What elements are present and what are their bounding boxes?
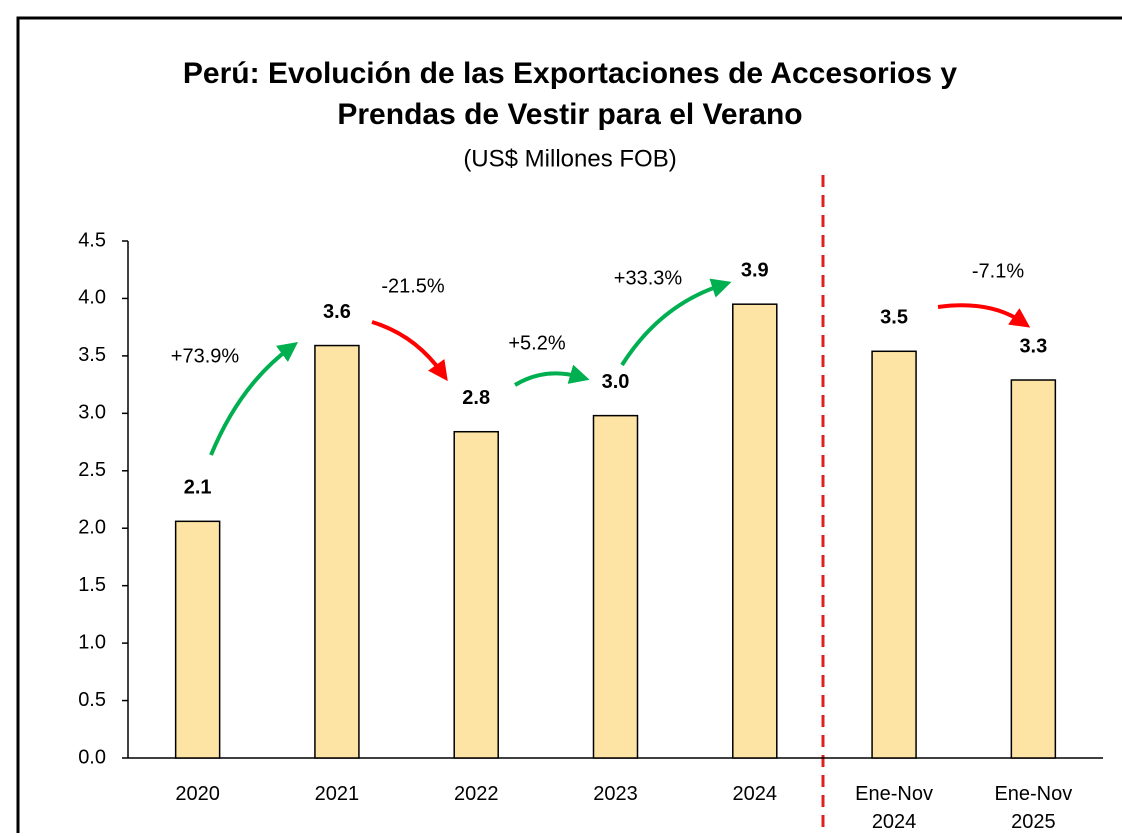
growth-arrow xyxy=(513,364,590,387)
y-tick-label: 1.5 xyxy=(78,574,106,596)
x-tick-label: Ene-Nov 2024 xyxy=(855,783,933,833)
x-tick-label: 2024 xyxy=(732,783,778,805)
y-tick-label: 0.5 xyxy=(78,689,106,711)
chart-subtitle: (US$ Millones FOB) xyxy=(463,145,676,172)
bar xyxy=(1010,379,1057,759)
growth-label: -21.5% xyxy=(381,275,445,297)
growth-label: +33.3% xyxy=(614,267,683,289)
growth-arrow xyxy=(371,320,448,382)
frame xyxy=(16,16,1122,833)
growth-arrow xyxy=(209,342,299,456)
value-label: 3.0 xyxy=(602,371,630,393)
y-tick-label: 0.0 xyxy=(78,746,106,768)
bar xyxy=(174,520,221,759)
chart-title: Prendas de Vestir para el Verano xyxy=(337,98,802,131)
y-tick-label: 2.5 xyxy=(78,459,106,481)
y-tick-label: 4.5 xyxy=(78,229,106,251)
x-tick-label: 2022 xyxy=(453,783,499,805)
growth-arrow xyxy=(937,303,1031,328)
value-label: 3.3 xyxy=(1019,335,1047,357)
value-label: 3.9 xyxy=(741,259,769,281)
x-tick-label: 2021 xyxy=(314,783,360,805)
chart-title: Perú: Evolución de las Exportaciones de … xyxy=(183,57,957,90)
value-label: 2.8 xyxy=(462,387,490,409)
bar xyxy=(314,344,360,759)
bar xyxy=(453,430,499,759)
y-tick-label: 2.0 xyxy=(78,517,106,539)
bar xyxy=(871,350,917,759)
growth-label: +73.9% xyxy=(171,345,240,367)
value-label: 2.1 xyxy=(184,477,212,499)
growth-label: +5.2% xyxy=(508,332,565,354)
growth-arrow xyxy=(620,278,732,367)
y-tick-label: 3.0 xyxy=(78,402,106,424)
bar xyxy=(592,414,639,759)
x-tick-label: 2020 xyxy=(175,783,220,805)
x-tick-label: 2023 xyxy=(593,783,638,805)
y-tick-label: 1.0 xyxy=(78,631,106,653)
bar xyxy=(732,303,778,759)
growth-label: -7.1% xyxy=(972,260,1024,282)
value-label: 3.5 xyxy=(880,307,908,329)
y-tick-label: 3.5 xyxy=(78,344,106,366)
y-tick-label: 4.0 xyxy=(78,287,106,309)
x-tick-label: Ene-Nov 2025 xyxy=(994,783,1073,833)
value-label: 3.6 xyxy=(323,301,351,323)
